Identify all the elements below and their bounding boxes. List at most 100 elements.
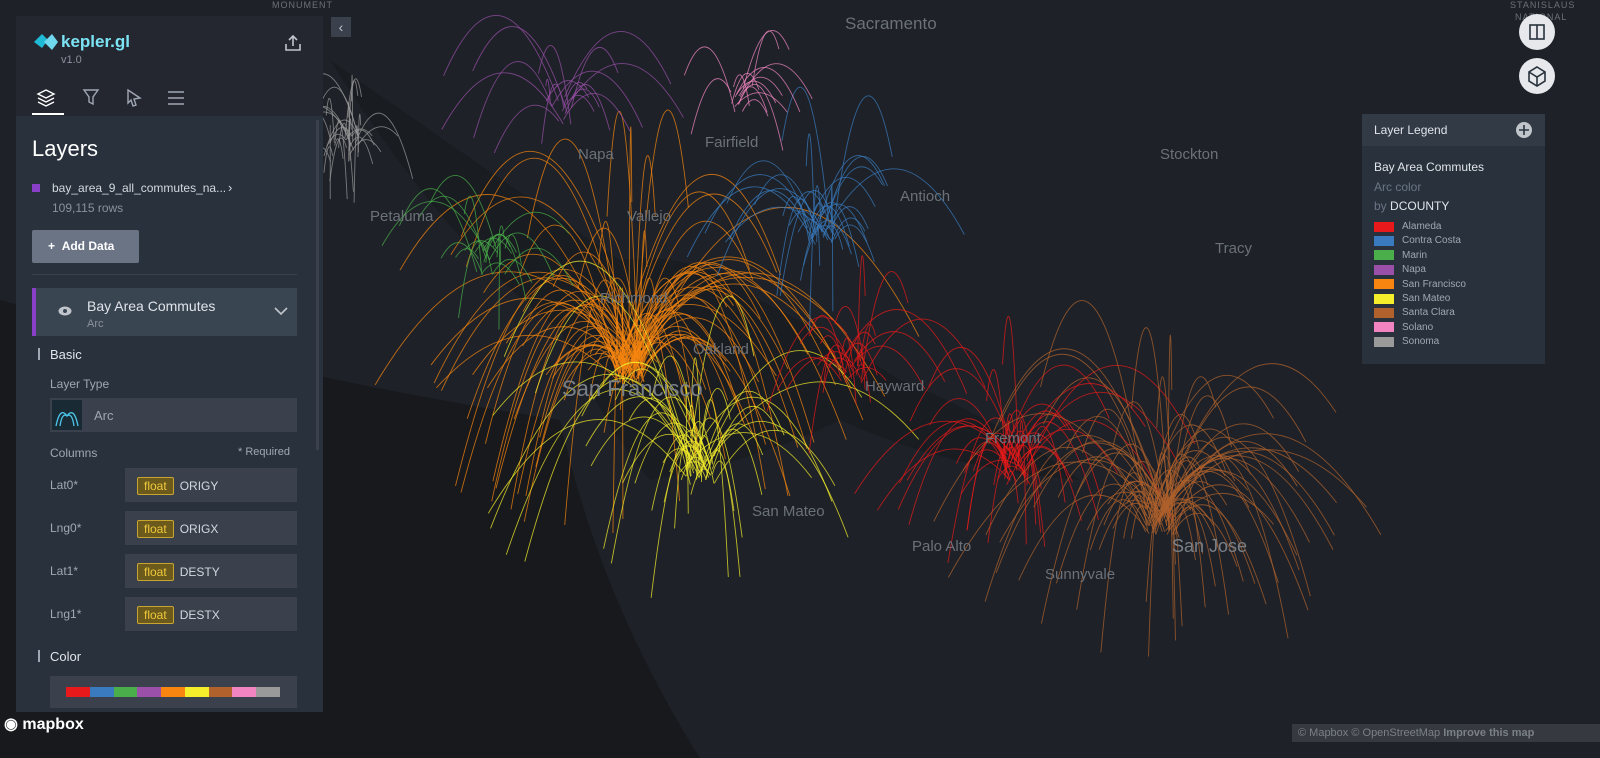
visibility-icon[interactable] [58,306,72,316]
column-select[interactable]: float DESTY [125,554,297,588]
map-label: Tracy [1215,240,1252,257]
arc [1077,452,1168,518]
legend-by: by DCOUNTY [1374,199,1449,213]
mapbox-logo[interactable]: ◉ mapbox [4,716,84,733]
arc [1002,364,1110,461]
legend-toggle[interactable] [1515,121,1533,139]
arc [538,45,572,125]
improve-link[interactable]: Improve this map [1443,727,1535,739]
arc [819,203,868,243]
arc [535,334,634,467]
arc [1076,443,1167,610]
field-label: Columns [50,446,98,460]
arc [686,432,813,478]
arc [564,31,672,98]
arc [621,191,751,377]
arc [1107,480,1175,521]
arc [1153,428,1251,512]
arc [1025,428,1118,474]
arc [933,413,1151,527]
arc [357,126,399,145]
palette-swatch [161,687,185,697]
arc [779,190,836,296]
arc [1006,432,1082,522]
scrollbar [316,120,319,450]
arc [620,286,752,372]
arc [1019,391,1178,470]
arc [483,253,620,372]
palette-swatch [66,687,90,697]
arc [1089,499,1147,551]
collapse-icon[interactable] [274,306,288,316]
side-panel: kepler.gl v1.0 Layers bay_area_9_all_com… [16,16,323,712]
arc [642,313,743,422]
type-badge: float [137,477,174,495]
arc [993,446,1014,486]
arc [700,350,863,473]
map-label: MONUMENT [272,0,333,10]
layer-type-select[interactable]: Arc [50,398,297,432]
chevron[interactable]: › [228,180,233,195]
arc [629,262,815,443]
section-heading: Basic [50,347,82,362]
arc [823,349,838,384]
arc [999,459,1168,543]
tab-bar[interactable] [32,86,212,116]
arc [347,80,359,140]
required-note: * Required [238,446,290,458]
dataset-name[interactable]: bay_area_9_all_commutes_na... [52,181,227,195]
arc [705,421,849,538]
arc [440,242,483,275]
arc [641,330,729,401]
arc [630,286,789,379]
column-select[interactable]: float ORIGX [125,511,297,545]
column-select[interactable]: float DESTX [125,597,297,631]
arc [443,15,559,101]
arc [1123,461,1169,509]
arc [326,133,347,147]
arc [455,248,479,259]
attribution-text[interactable]: © Mapbox © OpenStreetMap [1298,727,1441,739]
color-select[interactable] [50,676,297,708]
arc [563,93,631,132]
version: v1.0 [61,54,82,66]
arc [635,297,766,411]
arc [606,110,640,384]
arc [1163,436,1311,597]
arc [849,345,926,390]
arc [463,195,482,272]
arc [1148,452,1171,657]
arc [997,465,1026,480]
legend-label: San Mateo [1402,293,1451,304]
add-data-button[interactable]: + Add Data [32,230,139,263]
layer-type: Arc [94,408,114,423]
arc [570,84,611,131]
arc [381,201,490,260]
map-controls[interactable] [1518,14,1556,94]
arc [354,112,414,179]
arc [610,396,710,564]
type-badge: float [137,520,174,538]
arc [625,273,847,440]
arc [696,381,920,476]
arc [480,262,520,285]
arc [1112,401,1167,514]
share-button[interactable] [284,34,302,52]
arc [639,230,648,361]
arc [593,361,709,478]
arc [1126,491,1166,533]
arc [492,291,640,482]
arc [984,434,1162,602]
arc [857,255,866,367]
palette-swatch [256,687,281,697]
arc [1172,506,1216,587]
column-select[interactable]: float ORIGY [125,468,297,502]
layer-header[interactable]: Bay Area Commutes Arc [32,288,297,336]
arc [1026,426,1066,503]
arc [600,277,644,382]
arc [433,271,642,384]
arc [650,355,701,469]
column-field: DESTY [179,565,220,579]
arc [699,399,729,578]
collapse-sidebar-button[interactable]: ‹ [331,17,351,37]
